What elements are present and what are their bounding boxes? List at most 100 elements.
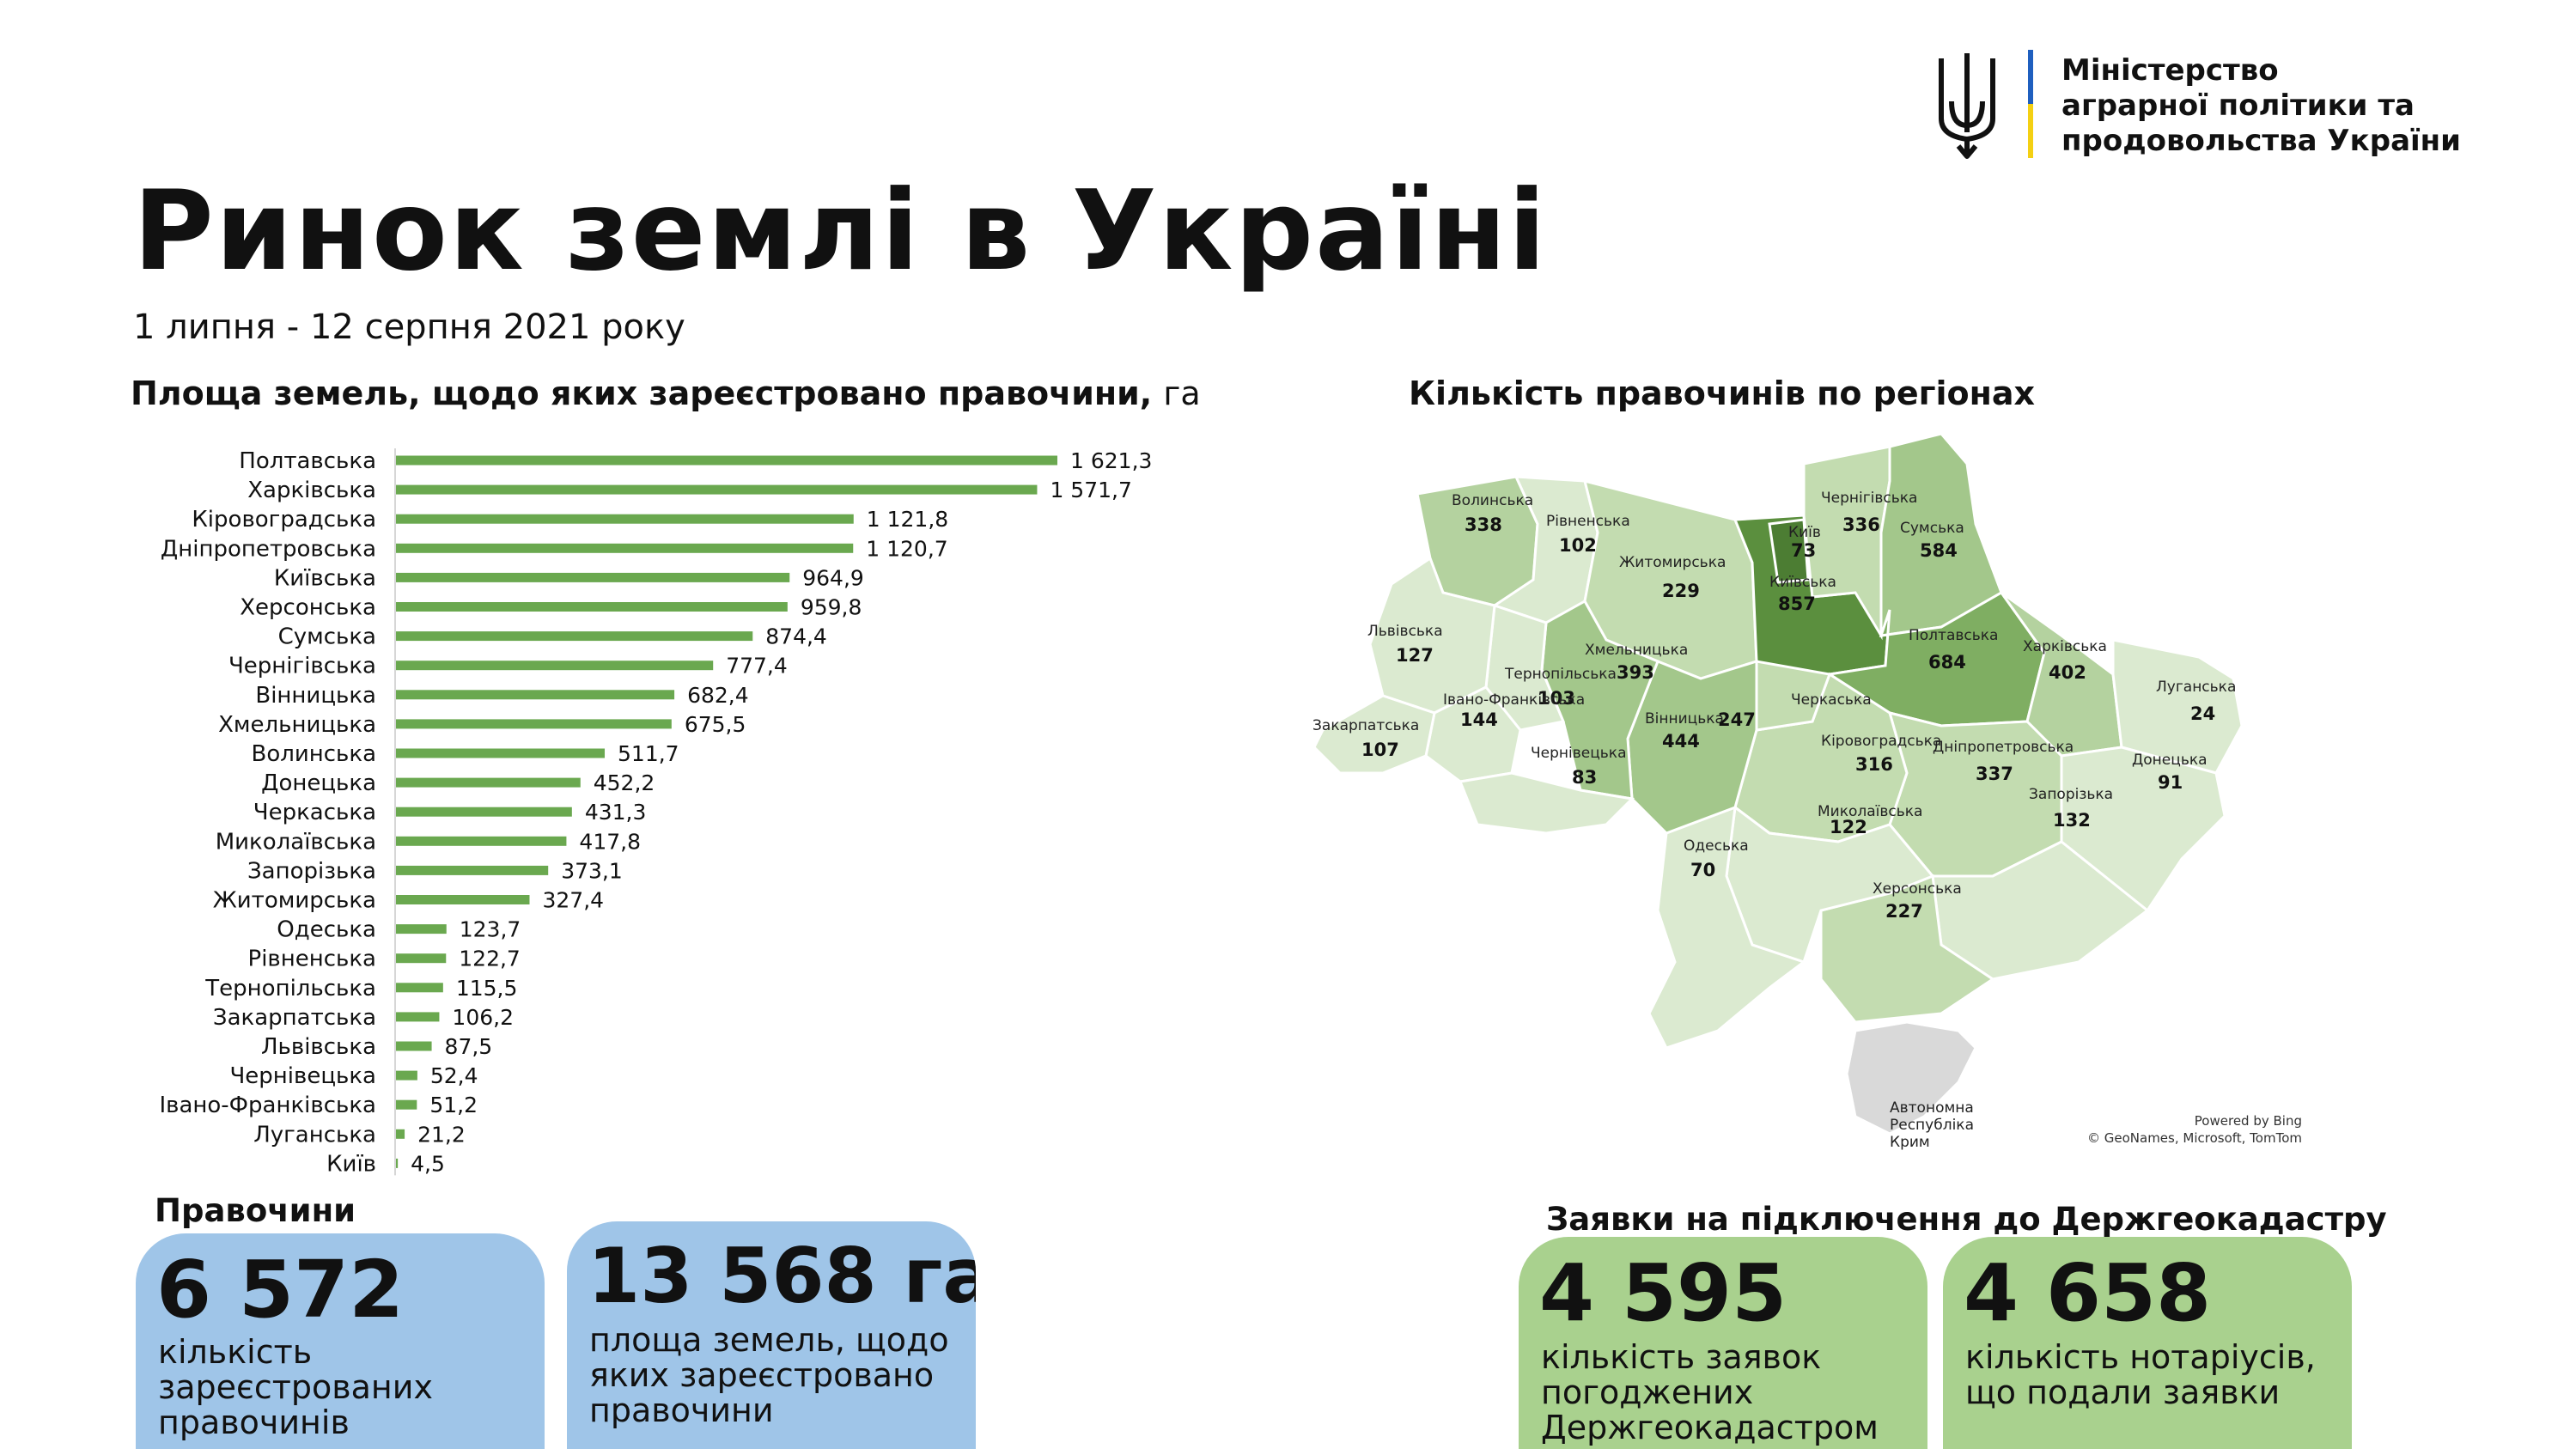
map-region-value: 102 (1559, 535, 1597, 556)
map-region-value: 122 (1830, 817, 1867, 837)
map-region-value: 24 (2190, 703, 2215, 724)
map-region-name: Черкаська (1791, 691, 1872, 709)
map-region-name: Житомирська (1619, 554, 1726, 571)
bar-category-label: Одеська (277, 917, 376, 943)
bar (396, 836, 567, 846)
bar (396, 661, 714, 671)
map-region-name: Чернівецька (1531, 745, 1627, 762)
bar (396, 631, 753, 642)
crimea-label-line-3: Крим (1890, 1134, 1930, 1151)
bar-value-label: 52,4 (430, 1063, 478, 1088)
bar-category-label: Миколаївська (216, 829, 376, 855)
map-region-name: Херсонська (1873, 880, 1962, 898)
map-region-value: 338 (1465, 514, 1502, 535)
map-region-name: Рівненська (1546, 513, 1630, 530)
approved-applications-desc: кількість заявок погоджених Держгеокадас… (1541, 1338, 1879, 1446)
bar (396, 983, 443, 993)
notaries-card: 4 658 кількість нотаріусів, що подали за… (1943, 1237, 2352, 1449)
bar-category-label: Тернопільська (204, 976, 376, 1002)
bar-category-label: Черкаська (253, 800, 376, 825)
bar (396, 895, 530, 904)
map-region-name: Донецька (2132, 752, 2208, 769)
ministry-line-3: продовольства України (2061, 124, 2461, 158)
bar-category-label: Кіровоградська (192, 507, 376, 533)
bar (396, 455, 1057, 466)
bar-value-label: 431,3 (585, 800, 647, 825)
map-region-kyiv-city (1768, 518, 1810, 584)
map-region-name: Луганська (2156, 679, 2236, 696)
bar (396, 865, 549, 875)
map-region-value: 337 (1976, 764, 2013, 784)
bar-value-label: 417,8 (579, 829, 641, 854)
map-region-value: 127 (1396, 645, 1434, 666)
bar (396, 543, 854, 553)
regions-map: Волинська 338 Рівненська 102 Житомирська 229 К… (1312, 432, 2302, 1151)
map-region-name: Івано-Франківська (1443, 691, 1585, 709)
bar (396, 924, 447, 935)
bar-category-label: Київська (274, 565, 376, 591)
bar (396, 1099, 417, 1110)
map-regions (1312, 432, 2244, 1135)
bar (396, 690, 675, 700)
map-region-name: Вінницька (1645, 710, 1724, 728)
map-region-name: Чернігівська (1821, 490, 1917, 507)
bar-chart-title: Площа земель, щодо яких зареєстровано пр… (131, 374, 1201, 412)
map-region-name: Одеська (1684, 837, 1749, 855)
bar-category-label: Рівненська (248, 947, 376, 972)
map-region-name: Хмельницька (1585, 642, 1688, 659)
bar-value-label: 452,2 (594, 770, 655, 795)
map-region-crimea (1845, 1020, 1977, 1135)
map-region-value: 584 (1920, 540, 1958, 561)
bar-value-label: 964,9 (802, 565, 864, 590)
map-region-zakarpatska (1312, 694, 1436, 775)
map-region-value: 393 (1617, 662, 1654, 683)
map-region-name: Волинська (1452, 492, 1533, 509)
deals-section-label: Правочини (155, 1192, 356, 1229)
map-credit-line-1: Powered by Bing (2195, 1113, 2302, 1129)
approved-applications-value: 4 595 (1539, 1247, 1787, 1339)
applications-section-label: Заявки на підключення до Держгеокадастру (1546, 1201, 2387, 1238)
deals-area-value: 13 568 га (588, 1232, 976, 1320)
map-region-value: 83 (1572, 767, 1597, 788)
map-region-value: 316 (1855, 754, 1893, 775)
bar (396, 572, 790, 582)
map-region-name: Львівська (1367, 623, 1443, 640)
bar-category-label: Луганська (253, 1122, 376, 1148)
ministry-line-2: аграрної політики та (2061, 88, 2415, 123)
map-region-value: 144 (1460, 709, 1498, 730)
map-region-value: 684 (1928, 652, 1966, 673)
map-region-name: Київська (1769, 574, 1836, 591)
bar (396, 602, 788, 612)
map-region-luhanska (2111, 638, 2244, 775)
map-region-name: Полтавська (1909, 627, 1998, 644)
map-region-name: Сумська (1900, 520, 1964, 537)
bar (396, 777, 581, 788)
bar (396, 1041, 432, 1051)
bar-category-label: Закарпатська (213, 1005, 376, 1031)
bar-category-label: Полтавська (239, 448, 376, 474)
bar-category-label: Донецька (261, 770, 376, 796)
bar-value-label: 1 120,7 (866, 536, 947, 561)
ministry-line-1: Міністерство (2061, 53, 2279, 88)
map-region-value: 107 (1361, 740, 1399, 760)
period-subtitle: 1 липня - 12 серпня 2021 року (133, 307, 685, 347)
map-region-value: 91 (2158, 772, 2183, 793)
bar (396, 1070, 417, 1081)
bar-category-label: Львівська (261, 1034, 376, 1060)
bar-category-label: Чернігівська (228, 654, 376, 679)
bar (396, 484, 1038, 495)
map-region-name: Тернопільська (1504, 666, 1617, 683)
bar (396, 514, 854, 524)
bar-category-label: Хмельницька (218, 712, 376, 738)
map-region-name: Закарпатська (1312, 717, 1419, 734)
bar-value-label: 682,4 (687, 683, 749, 708)
map-title: Кількість правочинів по регіонах (1409, 374, 2036, 412)
bar-value-label: 675,5 (685, 712, 746, 737)
crimea-label: Автономна Республіка Крим (1890, 1099, 1974, 1151)
bar-value-label: 327,4 (542, 888, 604, 913)
deals-area-desc: площа земель, щодо яких зареєстровано пр… (589, 1321, 949, 1429)
bar-value-label: 777,4 (726, 654, 788, 679)
map-region-name: Харківська (2023, 638, 2107, 655)
bar-value-label: 122,7 (459, 947, 521, 971)
bar (396, 1129, 405, 1139)
